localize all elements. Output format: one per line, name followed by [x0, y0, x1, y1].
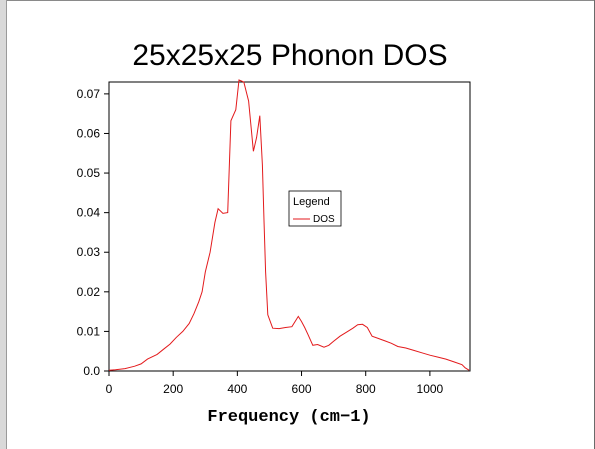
series-line-dos	[108, 79, 470, 371]
y-tick-label: 0.07	[77, 87, 101, 101]
chart-title: 25x25x25 Phonon DOS	[132, 39, 447, 72]
y-tick-label: 0.06	[77, 126, 101, 140]
y-tick-label: 0.04	[77, 206, 101, 220]
legend-title: Legend	[293, 196, 330, 208]
plot-area-frame	[108, 81, 471, 372]
x-tick-label: 800	[356, 382, 376, 396]
y-axis: 0.0 0.01 0.02 0.03 0.04 0.05 0.06 0.07	[77, 87, 109, 378]
y-tick-label: 0.03	[77, 245, 101, 259]
y-tick-label: 0.01	[77, 324, 101, 338]
legend-entry-dos: DOS	[313, 214, 335, 225]
legend: Legend DOS	[288, 190, 342, 227]
y-tick-label: 0.05	[77, 166, 101, 180]
x-tick-label: 1000	[417, 382, 444, 396]
window-left-edge	[0, 0, 7, 449]
x-tick-label: 600	[292, 382, 312, 396]
x-axis: 0 200 400 600 800 1000	[106, 371, 444, 396]
y-tick-label: 0.0	[83, 364, 100, 378]
x-tick-label: 0	[106, 382, 113, 396]
x-tick-label: 200	[163, 382, 183, 396]
y-tick-label: 0.02	[77, 285, 101, 299]
x-tick-label: 400	[227, 382, 247, 396]
window-top-edge	[7, 0, 595, 1]
x-axis-label: Frequency (cm−1)	[207, 408, 370, 427]
legend-box	[288, 190, 342, 227]
